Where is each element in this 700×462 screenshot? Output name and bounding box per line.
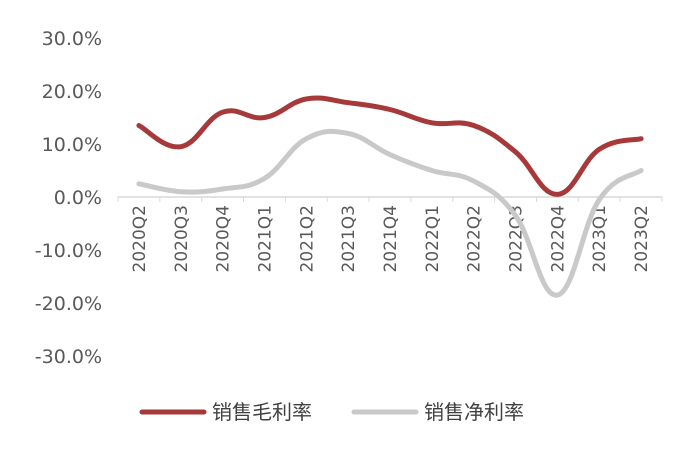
y-tick-label: -30.0% bbox=[35, 346, 102, 368]
x-tick-label: 2023Q2 bbox=[632, 205, 652, 272]
x-axis-tick-marks bbox=[117, 197, 663, 202]
x-tick-label: 2020Q2 bbox=[130, 205, 150, 272]
y-tick-label: -20.0% bbox=[35, 293, 102, 315]
y-tick-label: 10.0% bbox=[42, 134, 102, 156]
x-tick-label: 2021Q4 bbox=[381, 205, 401, 272]
y-axis-ticks: 30.0% 20.0% 10.0% 0.0% -10.0% -20.0% -30.0% bbox=[35, 28, 102, 368]
x-tick-label: 2021Q1 bbox=[255, 205, 275, 272]
y-tick-label: 20.0% bbox=[42, 81, 102, 103]
series-line-0 bbox=[136, 95, 644, 197]
x-tick-label: 2021Q3 bbox=[339, 205, 359, 272]
x-tick-label: 2021Q2 bbox=[297, 205, 317, 272]
y-tick-label: 0.0% bbox=[54, 187, 102, 209]
series-line-1 bbox=[136, 128, 644, 298]
x-tick-label: 2020Q4 bbox=[214, 205, 234, 272]
legend: 销售毛利率 销售净利率 bbox=[139, 400, 524, 424]
y-tick-label: 30.0% bbox=[42, 28, 102, 50]
series-lines bbox=[136, 95, 644, 298]
x-tick-label: 2023Q1 bbox=[590, 205, 610, 272]
x-tick-label: 2022Q1 bbox=[423, 205, 443, 272]
x-tick-label: 2020Q3 bbox=[172, 205, 192, 272]
x-tick-label: 2022Q4 bbox=[548, 205, 568, 272]
legend-label-0: 销售毛利率 bbox=[212, 400, 312, 424]
x-axis-ticks: 2020Q2 2020Q3 2020Q4 2021Q1 2021Q2 2021Q3 2021… bbox=[130, 205, 652, 272]
y-tick-label: -10.0% bbox=[35, 240, 102, 262]
x-tick-label: 2022Q2 bbox=[465, 205, 485, 272]
legend-label-1: 销售净利率 bbox=[424, 400, 524, 424]
